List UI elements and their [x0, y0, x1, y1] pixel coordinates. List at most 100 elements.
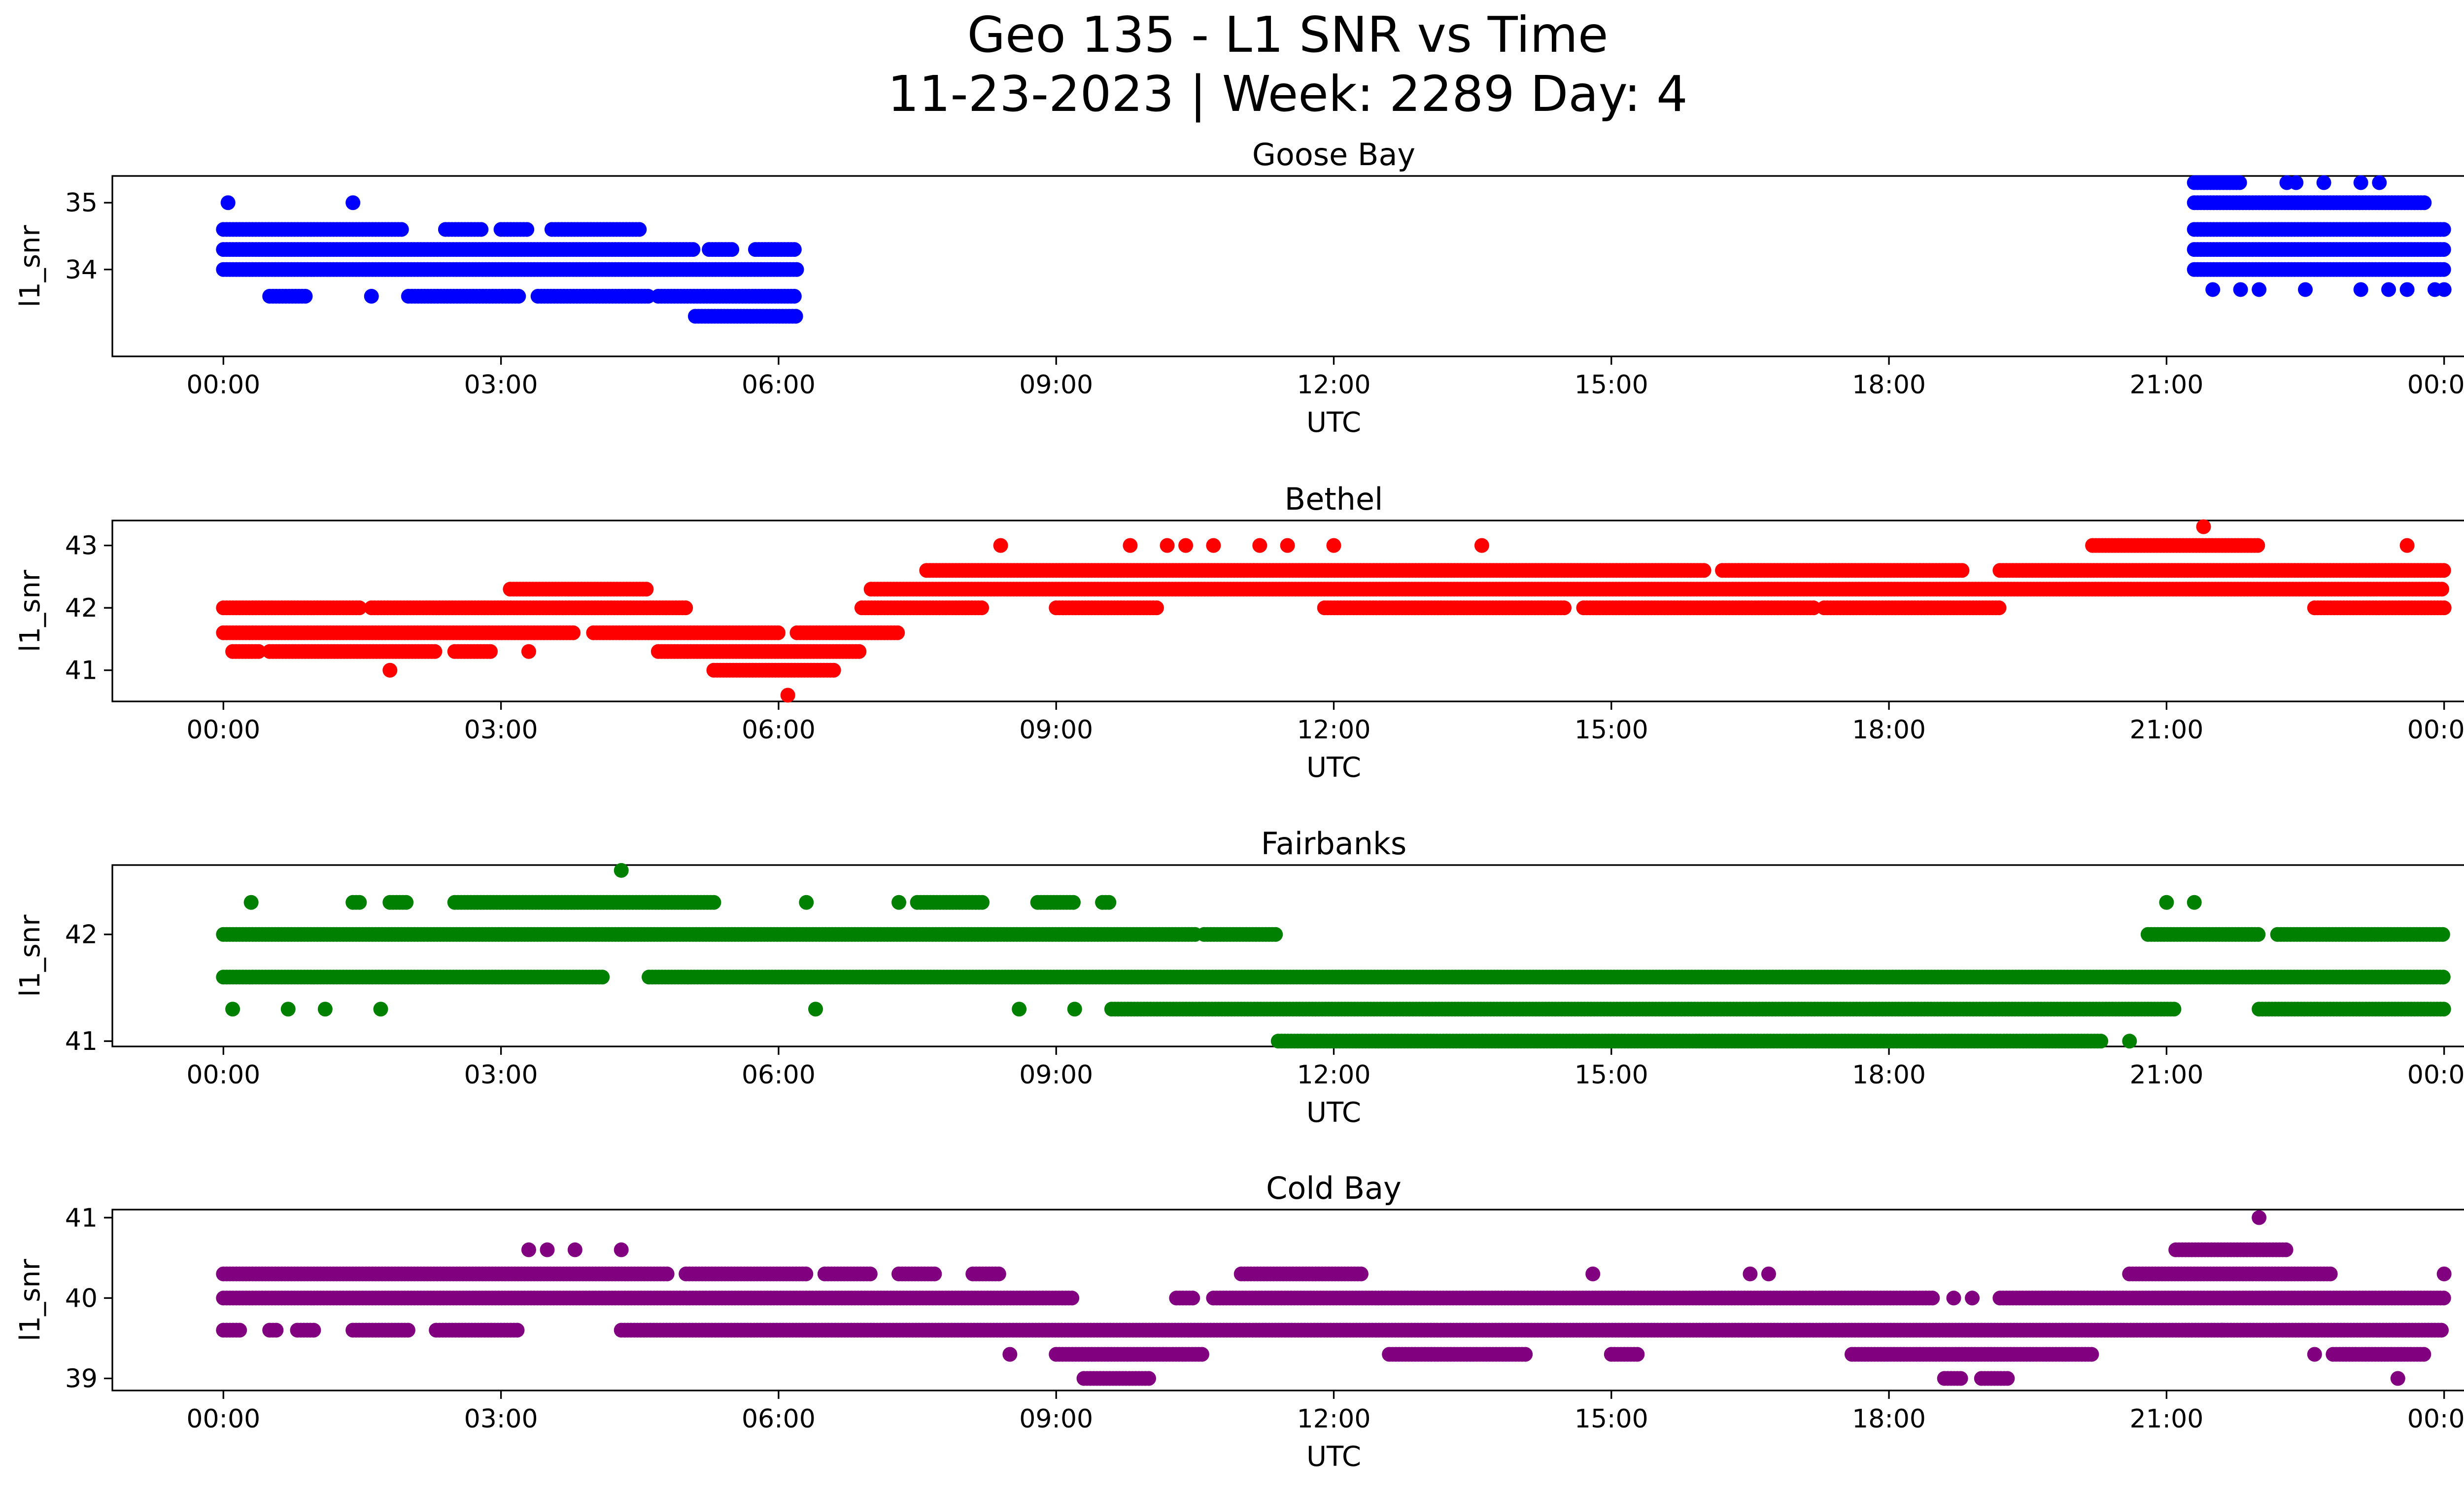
- data-point: [2166, 1002, 2182, 1017]
- data-point: [798, 1266, 814, 1282]
- data-point: [298, 289, 313, 304]
- x-tick-label: 03:00: [464, 1060, 538, 1090]
- data-point: [1326, 538, 1341, 553]
- y-tick-label: 35: [65, 188, 98, 218]
- y-tick-label: 42: [65, 920, 98, 950]
- y-tick-label: 41: [65, 1203, 98, 1233]
- scatter-points: [216, 1210, 2452, 1386]
- scatter-points: [216, 519, 2452, 703]
- data-point: [243, 895, 259, 910]
- data-point: [595, 970, 610, 985]
- data-point: [1954, 563, 1970, 578]
- data-point: [862, 1266, 878, 1282]
- data-point: [2159, 895, 2174, 910]
- x-tick-label: 09:00: [1019, 370, 1093, 400]
- y-tick-label: 42: [65, 593, 98, 623]
- panel-fairbanks: Fairbanks UTC l1_snr 00:00 03:00 06:00 09:0…: [14, 826, 2464, 1129]
- data-point: [974, 600, 990, 616]
- data-point: [317, 1002, 333, 1017]
- data-point: [1280, 538, 1295, 553]
- x-axis-label: UTC: [1306, 407, 1361, 439]
- data-point: [2251, 927, 2266, 942]
- panel-bethel: Bethel UTC l1_snr 00:00 03:00 06:00 09:00 12…: [14, 481, 2464, 784]
- data-point: [2435, 970, 2451, 985]
- data-point: [1160, 538, 1175, 553]
- x-tick-label: 15:00: [1574, 715, 1648, 745]
- data-point: [788, 309, 803, 324]
- data-point: [852, 644, 867, 659]
- x-tick-label: 18:00: [1852, 715, 1926, 745]
- y-tick-label: 41: [65, 1027, 98, 1056]
- data-point: [2436, 1002, 2451, 1017]
- data-point: [2316, 175, 2331, 190]
- data-point: [890, 625, 905, 640]
- plot-frame: [111, 864, 2464, 1047]
- data-point: [659, 1266, 675, 1282]
- x-tick-label: 15:00: [1574, 370, 1648, 400]
- data-point: [2232, 175, 2247, 190]
- data-point: [364, 289, 379, 304]
- data-point: [780, 688, 795, 703]
- data-point: [2205, 282, 2221, 297]
- data-point: [511, 289, 526, 304]
- data-point: [641, 289, 656, 304]
- data-point: [1557, 600, 1572, 616]
- data-point: [1149, 600, 1164, 616]
- x-tick-label: 03:00: [464, 1404, 538, 1434]
- y-axis-label: l1_snr: [14, 1258, 46, 1341]
- x-tick-label: 09:00: [1019, 1060, 1093, 1090]
- data-point: [352, 600, 367, 616]
- data-point: [483, 644, 498, 659]
- x-tick-label: 18:00: [1852, 1060, 1926, 1090]
- data-point: [399, 895, 414, 910]
- x-tick-label: 06:00: [742, 370, 816, 400]
- data-point: [2434, 582, 2449, 597]
- data-point: [993, 538, 1008, 553]
- x-tick-label: 21:00: [2129, 715, 2203, 745]
- data-point: [1123, 538, 1138, 553]
- data-point: [1806, 600, 1821, 616]
- data-point: [251, 644, 266, 659]
- data-point: [1012, 1002, 1027, 1017]
- y-tick-label: 43: [65, 531, 98, 561]
- data-point: [225, 1002, 240, 1017]
- data-point: [2436, 222, 2451, 237]
- data-point: [2436, 600, 2452, 616]
- data-point: [1206, 538, 1221, 553]
- data-point: [2122, 1034, 2137, 1049]
- data-point: [521, 644, 536, 659]
- data-point: [345, 195, 361, 210]
- x-tick-label: 00:00: [2407, 715, 2464, 745]
- data-point: [826, 662, 841, 678]
- data-point: [1067, 1002, 1082, 1017]
- panel-title: Goose Bay: [1252, 137, 1415, 173]
- data-point: [352, 895, 367, 910]
- data-point: [639, 582, 654, 597]
- scatter-points: [216, 175, 2452, 324]
- data-point: [770, 625, 786, 640]
- x-tick-label: 21:00: [2129, 1060, 2203, 1090]
- data-point: [808, 1002, 823, 1017]
- data-point: [2399, 282, 2415, 297]
- data-point: [1178, 538, 1194, 553]
- data-point: [891, 895, 907, 910]
- y-axis-label: l1_snr: [14, 569, 46, 652]
- panel-goose-bay: Goose Bay UTC l1_snr 00:00 03:00 06:00 09:0…: [14, 137, 2464, 439]
- data-point: [614, 863, 629, 878]
- data-point: [2436, 242, 2451, 257]
- x-axis-label: UTC: [1306, 1441, 1361, 1473]
- y-tick-label: 34: [65, 255, 98, 285]
- x-tick-label: 06:00: [742, 715, 816, 745]
- x-tick-label: 00:00: [2407, 1060, 2464, 1090]
- y-tick-label: 40: [65, 1284, 98, 1313]
- x-tick-label: 03:00: [464, 370, 538, 400]
- x-tick-label: 06:00: [742, 1060, 816, 1090]
- data-point: [1101, 895, 1117, 910]
- data-point: [2399, 538, 2415, 553]
- data-point: [2436, 563, 2451, 578]
- data-point: [280, 1002, 296, 1017]
- data-point: [519, 222, 535, 237]
- data-point: [373, 1002, 388, 1017]
- x-tick-label: 15:00: [1574, 1404, 1648, 1434]
